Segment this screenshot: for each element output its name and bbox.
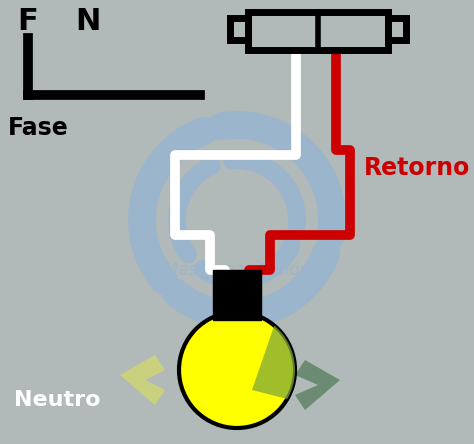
Bar — [248, 12, 388, 50]
Text: Retorno: Retorno — [364, 156, 470, 180]
Text: F: F — [18, 8, 38, 36]
Text: Fase: Fase — [8, 116, 69, 140]
Bar — [388, 18, 406, 40]
Polygon shape — [295, 360, 340, 410]
Text: Más Capacitación: Más Capacitación — [164, 261, 310, 279]
Polygon shape — [120, 355, 165, 405]
Bar — [213, 270, 261, 320]
Circle shape — [179, 312, 295, 428]
Polygon shape — [252, 325, 295, 399]
Bar — [230, 18, 248, 40]
Text: N: N — [75, 8, 100, 36]
Text: Neutro: Neutro — [14, 390, 100, 410]
